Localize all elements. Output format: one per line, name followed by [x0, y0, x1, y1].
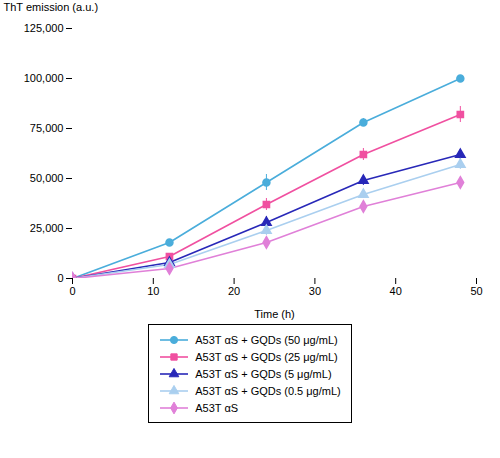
- html-text:A53T αS + GQDs (5 μg/mL): A53T αS + GQDs (5 μg/mL): [195, 367, 332, 380]
- svg-text:125,000: 125,000: [24, 22, 64, 34]
- svg-text:ThT emission (a.u.): ThT emission (a.u.): [4, 1, 99, 13]
- svg-text:75,000: 75,000: [30, 122, 64, 134]
- svg-text:20: 20: [228, 285, 240, 297]
- html-text:A53T αS + GQDs (50 μg/mL): A53T αS + GQDs (50 μg/mL): [195, 333, 338, 346]
- html-text:A53T αS + GQDs (25 μg/mL): A53T αS + GQDs (25 μg/mL): [195, 350, 338, 363]
- svg-text:50: 50: [470, 285, 482, 297]
- svg-text:0: 0: [57, 272, 63, 284]
- svg-text:25,000: 25,000: [30, 222, 64, 234]
- svg-text:30: 30: [309, 285, 321, 297]
- svg-text:100,000: 100,000: [24, 72, 64, 84]
- html-text:A53T αS: A53T αS: [195, 401, 239, 414]
- svg-text:Time (h): Time (h): [254, 308, 295, 320]
- html-text:A53T αS + GQDs (0.5 μg/mL): A53T αS + GQDs (0.5 μg/mL): [195, 384, 341, 397]
- svg-text:0: 0: [69, 285, 75, 297]
- svg-text:10: 10: [147, 285, 159, 297]
- svg-text:50,000: 50,000: [30, 172, 64, 184]
- svg-text:40: 40: [390, 285, 402, 297]
